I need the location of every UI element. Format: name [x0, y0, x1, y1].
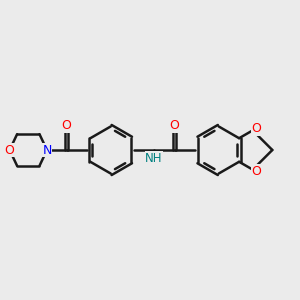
Text: O: O	[61, 119, 71, 132]
Text: O: O	[251, 165, 261, 178]
Text: N: N	[42, 143, 52, 157]
Text: O: O	[5, 143, 15, 157]
Text: NH: NH	[145, 152, 163, 165]
Text: O: O	[251, 122, 261, 135]
Text: O: O	[169, 119, 179, 132]
